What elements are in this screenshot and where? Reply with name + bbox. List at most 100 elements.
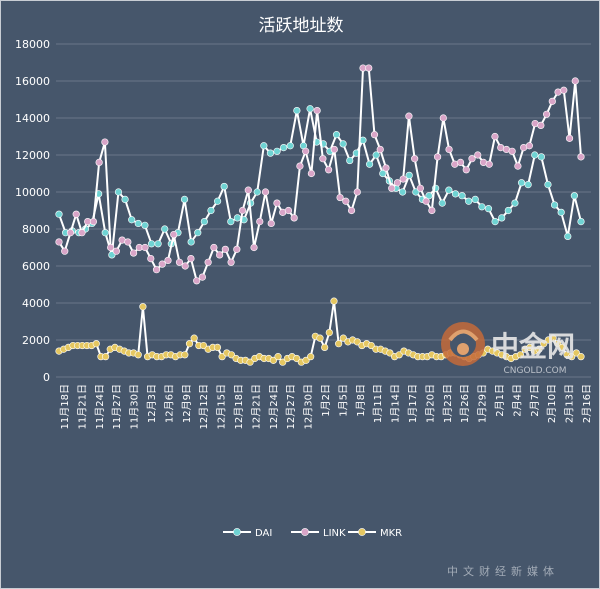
data-point (89, 218, 98, 226)
x-tick-label: 1月8日 (355, 384, 367, 417)
data-point (194, 229, 202, 237)
data-point (55, 238, 63, 246)
x-tick-label: 12月3日 (146, 384, 158, 423)
legend-marker (233, 528, 241, 536)
data-point (161, 225, 169, 233)
legend-item-dai: DAI (223, 528, 272, 539)
y-tick-label: 14000 (15, 112, 50, 125)
data-point (537, 153, 545, 161)
data-point (313, 106, 321, 115)
data-point (107, 243, 115, 252)
data-point (468, 155, 476, 163)
data-point (405, 112, 413, 120)
data-point (570, 192, 578, 200)
data-point (557, 208, 565, 216)
data-point (422, 197, 430, 205)
data-point (302, 356, 310, 364)
data-point (550, 201, 559, 209)
data-point (129, 249, 138, 257)
x-tick-label: 11月30日 (129, 384, 141, 429)
data-point (61, 247, 69, 255)
data-point (233, 214, 242, 222)
data-point (445, 145, 453, 154)
data-point (181, 262, 189, 270)
x-tick-label: 1月17日 (407, 384, 419, 423)
x-tick-label: 1月29日 (477, 384, 489, 423)
data-point (325, 166, 333, 174)
data-point (526, 343, 534, 352)
data-point (180, 195, 189, 203)
data-point (227, 351, 236, 359)
series-link (55, 64, 585, 285)
data-point (319, 155, 327, 163)
data-point (542, 110, 551, 118)
data-point (306, 105, 314, 113)
data-point (370, 131, 379, 139)
data-point (269, 356, 277, 364)
data-point (511, 199, 519, 207)
data-point (187, 255, 195, 263)
data-point (204, 258, 212, 266)
data-point (114, 188, 123, 196)
data-point (134, 351, 142, 359)
data-point (200, 218, 208, 226)
data-point (92, 340, 100, 348)
x-tick-label: 1月20日 (424, 384, 436, 423)
data-point (307, 169, 315, 178)
cngold-logo-icon (441, 322, 485, 366)
data-point (139, 303, 147, 311)
data-point (221, 245, 229, 253)
data-point (102, 353, 110, 361)
data-point (339, 334, 347, 342)
data-point (293, 354, 301, 363)
y-tick-label: 16000 (15, 75, 50, 88)
data-point (95, 158, 103, 166)
data-point (260, 142, 268, 150)
data-point (525, 142, 533, 150)
data-point (516, 351, 525, 359)
data-point (227, 258, 235, 266)
legend-label: MKR (380, 528, 402, 539)
data-point (193, 277, 201, 285)
data-point (565, 134, 574, 142)
legend-label: DAI (255, 528, 272, 539)
data-point (405, 171, 413, 179)
data-point (537, 121, 545, 129)
x-tick-label: 2月10日 (546, 384, 558, 423)
watermark: 中金网 CNGOLD.COM 中文财经新媒体 (441, 322, 575, 578)
x-tick-label: 12月15日 (216, 384, 228, 429)
data-point (207, 206, 215, 215)
data-point (154, 240, 162, 248)
x-tick-label: 1月5日 (337, 384, 349, 417)
data-point (293, 106, 301, 115)
y-tick-label: 10000 (15, 186, 50, 199)
data-point (253, 188, 261, 196)
x-tick-label: 2月1日 (494, 384, 506, 417)
data-point (152, 266, 161, 274)
x-tick-label: 11月27日 (111, 384, 123, 429)
data-point (279, 358, 287, 366)
y-tick-label: 2000 (22, 334, 50, 347)
series-group (55, 64, 585, 366)
data-point (388, 184, 396, 192)
x-tick-label: 11月24日 (94, 384, 106, 429)
data-point (336, 193, 344, 202)
data-point (353, 188, 361, 196)
data-point (411, 155, 419, 163)
legend-marker (358, 528, 366, 536)
y-tick-label: 12000 (15, 149, 50, 162)
data-point (246, 358, 254, 366)
data-point (491, 218, 499, 226)
data-point (491, 132, 499, 141)
data-point (474, 151, 482, 159)
data-point (445, 186, 453, 194)
data-point (335, 340, 343, 348)
data-point (372, 151, 380, 159)
x-tick-label: 11月18日 (59, 384, 71, 429)
data-point (568, 353, 576, 361)
data-point (321, 343, 329, 352)
data-point (514, 162, 522, 170)
x-tick-label: 1月14日 (390, 384, 402, 423)
data-point (78, 229, 86, 237)
data-point (284, 206, 293, 215)
